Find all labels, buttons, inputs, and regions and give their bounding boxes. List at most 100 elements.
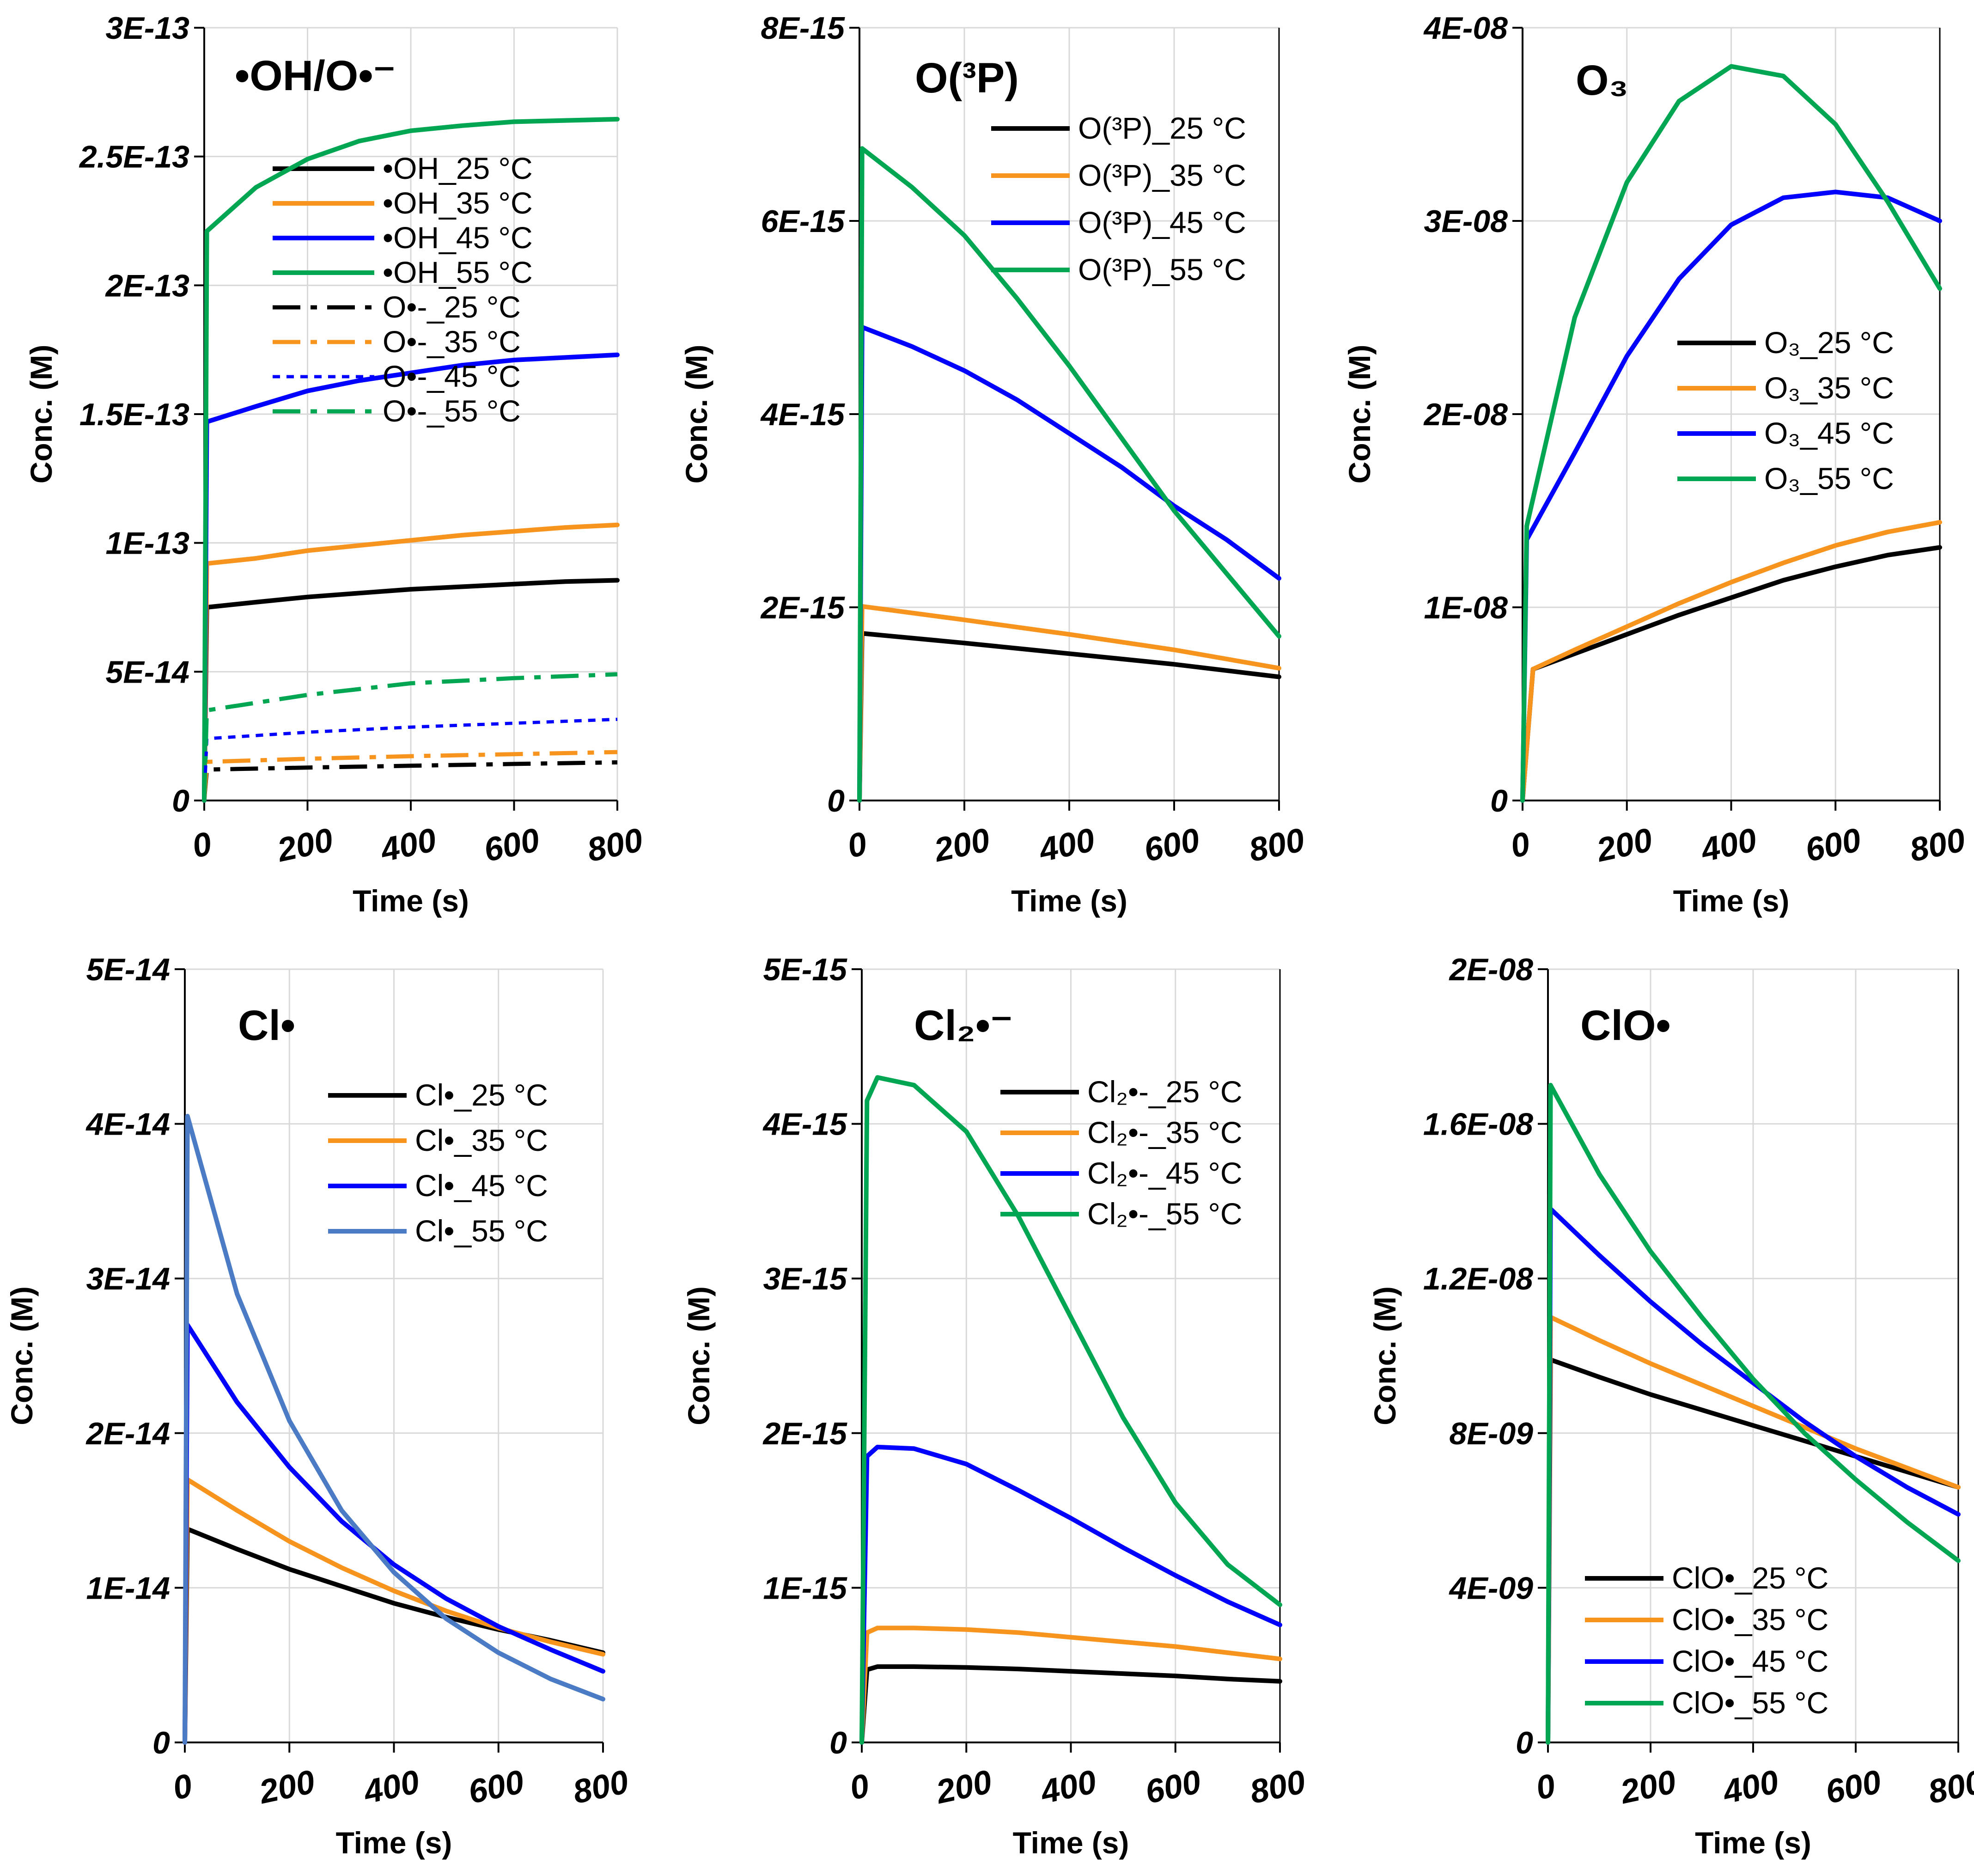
y-tick-label: 2E-14 (85, 1416, 170, 1451)
legend-label: O•-_55 °C (383, 394, 521, 428)
y-tick-label: 0 (829, 1725, 847, 1760)
series-line (859, 1625, 1282, 1745)
series-line (202, 116, 620, 803)
legend-label: O₃_35 °C (1764, 371, 1894, 405)
legend-label: O(³P)_25 °C (1078, 111, 1246, 145)
panel-title: •OH/O•⁻ (235, 52, 396, 99)
x-tick-label: 400 (359, 1763, 422, 1811)
x-tick-label: 800 (570, 1763, 632, 1811)
y-tick-label: 5E-15 (763, 952, 848, 987)
y-axis-title: Conc. (M) (5, 1286, 39, 1425)
x-axis-title: Time (s) (1013, 1826, 1129, 1860)
legend-label: Cl₂•-_35 °C (1087, 1115, 1243, 1149)
panel-title: O(³P) (915, 55, 1019, 102)
x-tick-label: 200 (1616, 1763, 1679, 1811)
legend-label: ClO•_35 °C (1672, 1602, 1828, 1637)
x-axis-title: Time (s) (353, 884, 469, 918)
legend-label: Cl•_25 °C (415, 1078, 548, 1112)
legend-label: ClO•_55 °C (1672, 1686, 1828, 1720)
legend-label: Cl₂•-_25 °C (1087, 1075, 1243, 1109)
series-line (202, 717, 618, 801)
legend-label: O₃_45 °C (1764, 416, 1894, 450)
y-tick-label: 1E-13 (106, 526, 190, 561)
panel-clo: 0 4E-09 8E-09 1.2E-08 1.6E-08 2E-08 0 200 400 600… (1368, 952, 1974, 1860)
legend-label: O₃_55 °C (1764, 461, 1894, 495)
series-line (202, 352, 620, 803)
series-line (202, 750, 618, 801)
x-axis-title: Time (s) (1673, 884, 1790, 918)
x-tick-label: 0 (1533, 1767, 1559, 1807)
x-tick-label: 0 (170, 1767, 195, 1807)
series-line (859, 1664, 1282, 1745)
x-tick-label: 400 (1719, 1763, 1782, 1811)
y-tick-label: 4E-09 (1449, 1570, 1534, 1606)
x-tick-label: 600 (1802, 821, 1864, 869)
y-tick-label: 3E-15 (763, 1261, 848, 1296)
y-tick-label: 5E-14 (106, 654, 189, 690)
y-axis-title: Conc. (M) (24, 345, 58, 484)
y-tick-label: 2E-15 (762, 1416, 848, 1451)
y-tick-label: 0 (1516, 1725, 1533, 1760)
y-tick-label: 4E-14 (85, 1107, 170, 1142)
y-tick-label: 5E-14 (86, 952, 170, 987)
legend-label: Cl•_45 °C (415, 1168, 548, 1203)
y-tick-label: 6E-15 (761, 204, 846, 239)
y-tick-label: 0 (827, 783, 845, 819)
y-tick-label: 2.5E-13 (79, 140, 189, 175)
legend-label: O•-_35 °C (383, 324, 521, 359)
legend-label: O(³P)_35 °C (1078, 158, 1246, 192)
x-tick-label: 600 (1142, 1763, 1204, 1811)
y-tick-label: 1E-08 (1424, 590, 1508, 625)
x-tick-label: 200 (273, 821, 336, 869)
legend-label: O•-_25 °C (383, 290, 521, 324)
series-line (859, 1075, 1282, 1745)
x-tick-label: 200 (932, 1763, 995, 1811)
y-tick-label: 8E-15 (761, 11, 846, 46)
x-tick-label: 0 (844, 825, 870, 865)
legend-label: ClO•_45 °C (1672, 1644, 1828, 1678)
legend-label: O₃_25 °C (1764, 325, 1894, 360)
x-tick-label: 800 (1247, 1763, 1309, 1811)
x-tick-label: 600 (465, 1763, 527, 1811)
series-line (1546, 1082, 1961, 1745)
y-tick-label: 4E-15 (760, 397, 846, 432)
legend-label: Cl•_55 °C (415, 1214, 548, 1248)
x-tick-label: 0 (1507, 825, 1533, 865)
y-tick-label: 1.5E-13 (79, 397, 189, 432)
y-axis-title: Conc. (M) (682, 1286, 716, 1425)
series-line (1520, 64, 1942, 803)
series-line (859, 1444, 1282, 1745)
series-line (202, 522, 620, 803)
x-tick-label: 200 (255, 1763, 318, 1811)
legend-label: •OH_25 °C (383, 151, 533, 185)
x-tick-label: 400 (1697, 821, 1760, 869)
series-line (1546, 1357, 1961, 1745)
x-tick-label: 600 (481, 821, 542, 869)
series-line (1546, 1314, 1961, 1745)
x-tick-label: 600 (1141, 821, 1203, 869)
series-line (1520, 189, 1942, 803)
y-tick-label: 4E-08 (1423, 11, 1508, 46)
y-tick-label: 0 (172, 783, 189, 819)
y-tick-label: 2E-08 (1449, 952, 1534, 987)
y-tick-label: 1E-14 (86, 1570, 170, 1606)
series-line (857, 146, 1281, 803)
x-tick-label: 600 (1822, 1763, 1884, 1811)
y-axis-title: Conc. (M) (1342, 345, 1377, 484)
series-line (183, 1113, 605, 1745)
legend-label: •OH_55 °C (383, 255, 533, 289)
x-tick-label: 200 (930, 821, 993, 869)
legend-label: O(³P)_55 °C (1078, 252, 1246, 287)
x-tick-label: 800 (1246, 821, 1308, 869)
y-tick-label: 2E-13 (105, 268, 190, 303)
series-line (857, 324, 1281, 803)
legend-label: ClO•_25 °C (1672, 1561, 1828, 1595)
panel-oh: 0 5E-14 1E-13 1.5E-13 2E-13 2.5E-13 3E-13 0 200 4… (24, 11, 646, 918)
x-axis-title: Time (s) (336, 1826, 452, 1860)
legend-label: Cl•_35 °C (415, 1123, 548, 1157)
legend-label: Cl₂•-_45 °C (1087, 1156, 1243, 1190)
x-axis-title: Time (s) (1695, 1826, 1811, 1860)
panel-o3p: 0 2E-15 4E-15 6E-15 8E-15 0 200 400 600 800 Time (… (679, 11, 1308, 918)
y-tick-label: 1E-15 (763, 1570, 848, 1606)
